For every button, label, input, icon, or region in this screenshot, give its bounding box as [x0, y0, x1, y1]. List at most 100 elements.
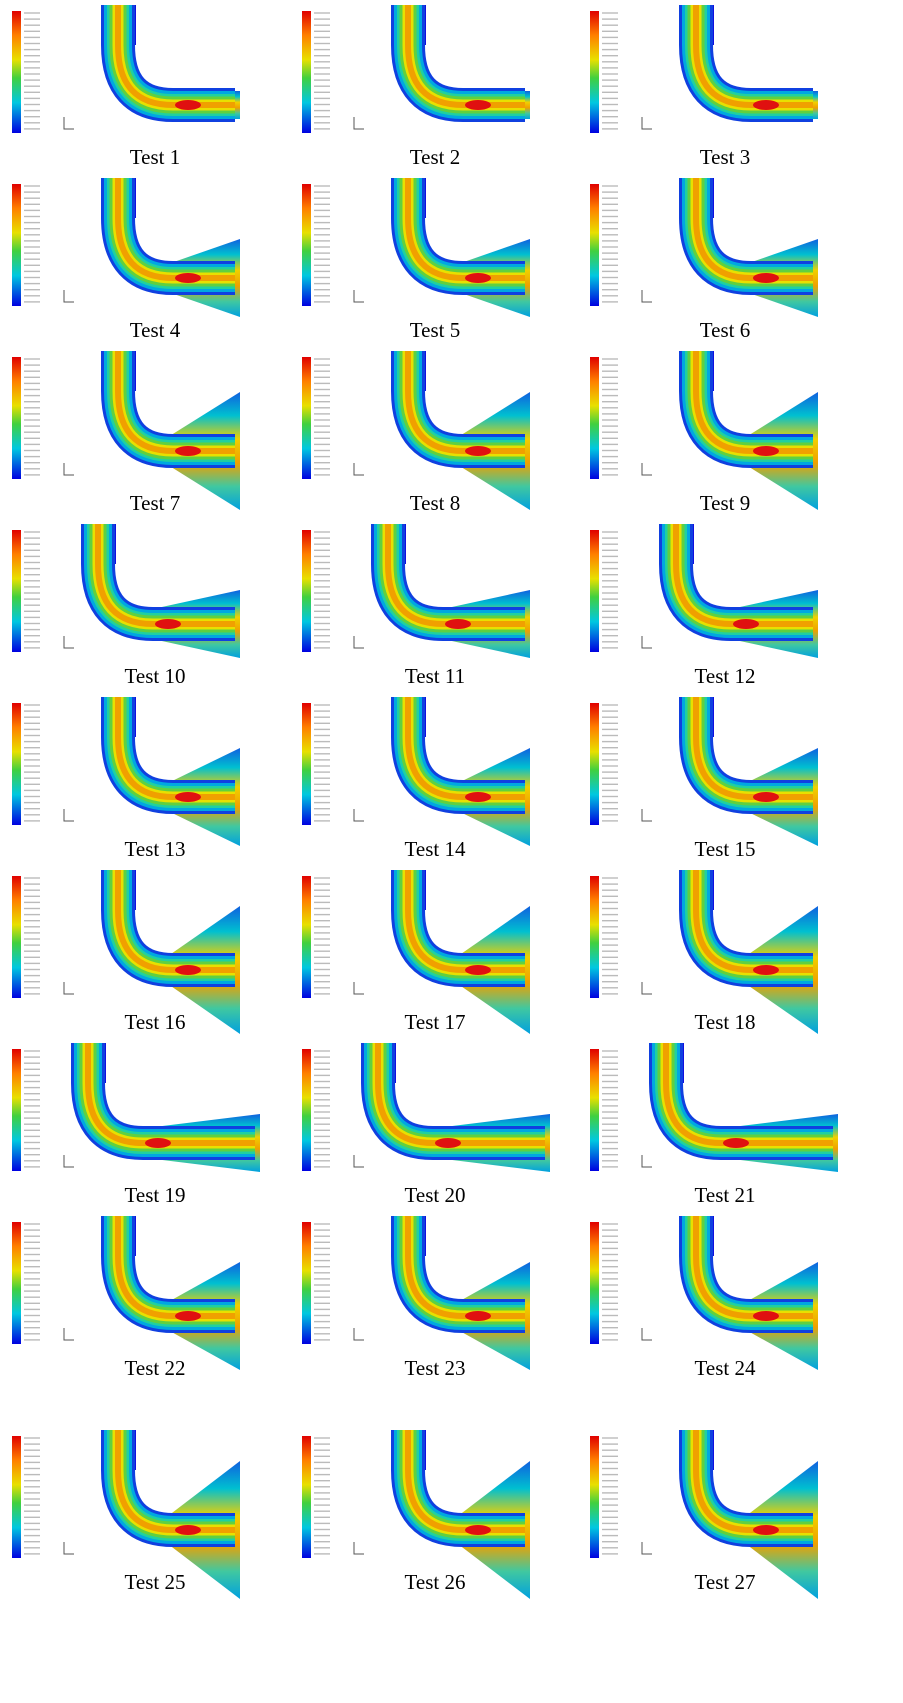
caption: Test 15: [695, 837, 756, 861]
axis-glyph: [642, 290, 652, 302]
velocity-core: [465, 273, 491, 283]
caption: Test 17: [405, 1010, 466, 1034]
velocity-core: [175, 792, 201, 802]
contour-panel: Test 7: [12, 351, 240, 515]
page: Test 1 Test 2 Test 3 Test 4 Test 5 Test 6 Test…: [0, 0, 903, 1703]
velocity-core: [445, 619, 471, 629]
axis-glyph: [64, 463, 74, 475]
velocity-core: [175, 273, 201, 283]
colorbar: [302, 184, 311, 306]
caption: Test 21: [695, 1183, 756, 1207]
contour-panel: Test 19: [12, 1043, 260, 1207]
axis-glyph: [64, 636, 74, 648]
axis-glyph: [642, 809, 652, 821]
axis-glyph: [64, 1542, 74, 1554]
colorbar: [302, 1222, 311, 1344]
velocity-core: [753, 1525, 779, 1535]
colorbar: [590, 11, 599, 133]
axis-glyph: [642, 463, 652, 475]
colorbar: [12, 11, 21, 133]
colorbar: [302, 876, 311, 998]
axis-glyph: [354, 636, 364, 648]
colorbar: [590, 1436, 599, 1558]
contour-panel: Test 27: [590, 1430, 818, 1599]
contour-panel: Test 20: [302, 1043, 550, 1207]
axis-glyph: [64, 809, 74, 821]
axis-glyph: [64, 982, 74, 994]
contour-panel: Test 1: [12, 5, 240, 169]
velocity-core: [753, 1311, 779, 1321]
contour-panel: Test 5: [302, 178, 530, 342]
caption: Test 27: [695, 1570, 756, 1594]
velocity-core: [175, 1525, 201, 1535]
caption: Test 25: [125, 1570, 186, 1594]
axis-glyph: [642, 117, 652, 129]
caption: Test 22: [125, 1356, 186, 1380]
contour-panel: Test 12: [590, 524, 818, 688]
contour-panel: Test 3: [590, 5, 818, 169]
colorbar: [12, 1436, 21, 1558]
contour-panel: Test 13: [12, 697, 240, 861]
caption: Test 6: [700, 318, 750, 342]
colorbar: [590, 703, 599, 825]
velocity-core: [175, 100, 201, 110]
caption: Test 12: [695, 664, 756, 688]
axis-glyph: [354, 1155, 364, 1167]
contour-panel: Test 18: [590, 870, 818, 1034]
caption: Test 2: [410, 145, 460, 169]
colorbar: [590, 876, 599, 998]
caption: Test 3: [700, 145, 750, 169]
velocity-core: [465, 792, 491, 802]
caption: Test 19: [125, 1183, 186, 1207]
caption: Test 18: [695, 1010, 756, 1034]
caption: Test 13: [125, 837, 186, 861]
caption: Test 23: [405, 1356, 466, 1380]
axis-glyph: [642, 1155, 652, 1167]
axis-glyph: [354, 1542, 364, 1554]
contour-panel: Test 8: [302, 351, 530, 515]
velocity-core: [465, 965, 491, 975]
velocity-core: [175, 1311, 201, 1321]
colorbar: [590, 530, 599, 652]
axis-glyph: [354, 982, 364, 994]
contour-panel: Test 25: [12, 1430, 240, 1599]
velocity-core: [465, 1525, 491, 1535]
colorbar: [12, 1049, 21, 1171]
axis-glyph: [642, 1328, 652, 1340]
contour-panel: Test 6: [590, 178, 818, 342]
velocity-core: [465, 1311, 491, 1321]
caption: Test 24: [695, 1356, 756, 1380]
axis-glyph: [64, 117, 74, 129]
contour-panel: Test 11: [302, 524, 530, 688]
velocity-core: [753, 446, 779, 456]
velocity-core: [175, 446, 201, 456]
velocity-core: [753, 965, 779, 975]
colorbar: [590, 1222, 599, 1344]
axis-glyph: [354, 1328, 364, 1340]
contour-panel: Test 10: [12, 524, 240, 688]
colorbar: [590, 1049, 599, 1171]
colorbar: [302, 703, 311, 825]
colorbar: [302, 357, 311, 479]
velocity-core: [733, 619, 759, 629]
axis-glyph: [642, 982, 652, 994]
colorbar: [12, 184, 21, 306]
contour-panel: Test 22: [12, 1216, 240, 1380]
contour-panel: Test 24: [590, 1216, 818, 1380]
colorbar: [590, 357, 599, 479]
colorbar: [590, 184, 599, 306]
velocity-core: [753, 273, 779, 283]
caption: Test 26: [405, 1570, 466, 1594]
axis-glyph: [354, 290, 364, 302]
colorbar: [12, 530, 21, 652]
velocity-core: [155, 619, 181, 629]
contour-panel: Test 26: [302, 1430, 530, 1599]
velocity-core: [465, 100, 491, 110]
colorbar: [302, 530, 311, 652]
contour-panel: Test 9: [590, 351, 818, 515]
caption: Test 4: [130, 318, 181, 342]
colorbar: [302, 1049, 311, 1171]
velocity-core: [753, 792, 779, 802]
velocity-core: [175, 965, 201, 975]
colorbar: [302, 1436, 311, 1558]
